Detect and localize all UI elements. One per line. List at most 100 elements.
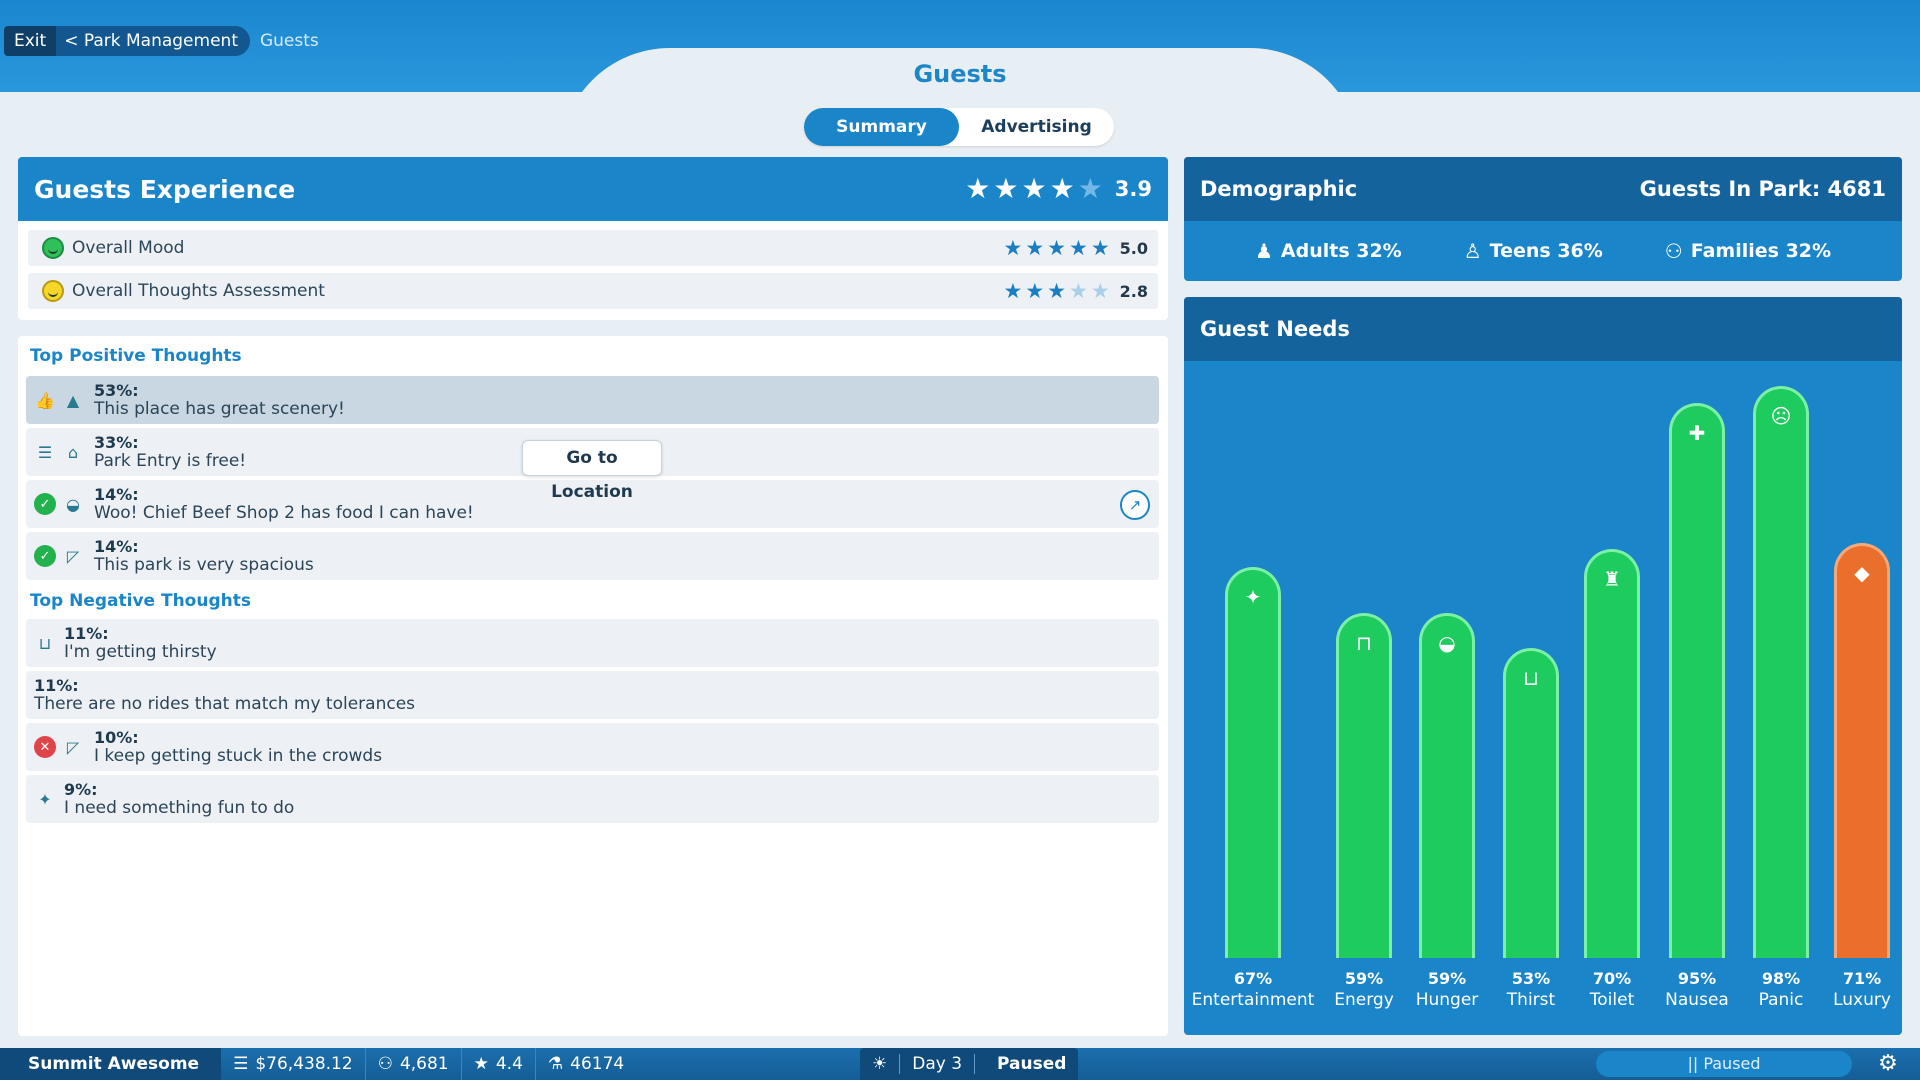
green-smile-face-icon [42,237,64,259]
negative-thought-item[interactable]: ⊔ 11%: I'm getting thirsty [26,619,1159,667]
adult-icon: ♟ [1254,239,1273,263]
need-bar-toilet[interactable]: ♜ [1584,549,1640,958]
thought-percent: 14%: [94,537,139,556]
research-display[interactable]: ⚗ 46174 [536,1048,636,1080]
thought-percent: 10%: [94,728,139,747]
thought-percent: 11%: [64,624,109,643]
park-name[interactable]: Summit Awesome [0,1048,222,1080]
park-rating-display[interactable]: ★ 4.4 [462,1048,536,1080]
top-negative-thoughts-title: Top Negative Thoughts [30,591,251,611]
thought-text: Park Entry is free! [94,451,247,471]
sun-icon: ☀ [872,1054,888,1074]
bench-icon: ⊓ [1356,631,1372,655]
coins-icon: ☰ [233,1054,249,1074]
demographic-families: ⚇ Families 32% [1665,239,1831,263]
guests-experience-title: Guests Experience [34,174,296,204]
experience-rating-value: 3.9 [1114,177,1152,201]
star-icon: ★ [1069,278,1088,303]
need-label-toilet: Toilet [1589,990,1635,1010]
star-icon: ★ [1021,172,1047,205]
need-percent-nausea: 95% [1677,969,1717,988]
need-bar-energy[interactable]: ⊓ [1336,613,1392,958]
thumbs-up-icon: 👍 [35,390,55,410]
guests-experience-header: Guests Experience ★ ★ ★ ★ ★ 3.9 [18,157,1168,221]
star-icon: ★ [1090,235,1110,260]
thought-text: There are no rides that match my toleran… [34,694,416,714]
check-icon: ✓ [34,545,56,567]
need-bar-nausea[interactable]: ✚ [1669,403,1725,958]
tab-advertising[interactable]: Advertising [981,117,1092,137]
go-to-location-button[interactable]: Go to Location [522,440,662,502]
need-percent-panic: 98% [1761,969,1801,988]
thought-percent: 53%: [94,381,139,400]
star-icon: ★ [1047,235,1066,260]
need-bar-thirst[interactable]: ⊔ [1503,648,1559,958]
need-bar-hunger[interactable]: ◒ [1419,613,1475,958]
cup-icon: ⊔ [38,633,52,653]
toilet-icon: ♜ [1603,567,1621,591]
star-icon: ★ [1025,278,1045,303]
overall-mood-rating: 5.0 [1119,238,1148,258]
positive-thought-item[interactable]: ✓ ◸ 14%: This park is very spacious [26,532,1159,580]
star-icon: ★ [1047,278,1066,303]
guest-needs-bars: ✦ 67% Entertainment ⊓ 59% Energy ◒ 59% Hunger ⊔ 53… [1184,361,1902,1035]
status-bar: Summit Awesome ☰ $76,438.12 ⚇ 4,681 ★ 4.… [0,1048,1920,1080]
star-icon: ★ [1090,278,1110,303]
gear-icon[interactable]: ⚙ [1878,1051,1898,1076]
thought-percent: 33%: [94,433,139,452]
guest-count-value: 4,681 [399,1054,449,1074]
need-bar-entertainment[interactable]: ✦ [1225,567,1281,958]
flask-icon: ⚗ [547,1054,564,1074]
need-bar-panic[interactable]: ☹ [1753,386,1809,958]
external-link-icon[interactable]: ↗ [1120,490,1150,520]
negative-thought-item[interactable]: ✦ 9%: I need something fun to do [26,775,1159,823]
exit-button[interactable]: Exit [4,26,57,56]
thoughts-panel: Top Positive Thoughts 👍 ▲ 53%: This plac… [18,336,1168,1036]
overall-thoughts-rating: 2.8 [1119,281,1148,301]
need-percent-energy: 59% [1344,969,1384,988]
star-icon: ★ [1077,172,1103,205]
positive-thought-item[interactable]: ✓ ◒ 14%: Woo! Chief Beef Shop 2 has food… [26,480,1159,528]
need-percent-hunger: 59% [1427,969,1467,988]
party-icon: ✦ [38,789,52,809]
time-display: ☀ Day 3 Paused [860,1048,1079,1080]
positive-thought-item[interactable]: 👍 ▲ 53%: This place has great scenery! [26,376,1159,424]
pause-button[interactable]: || Paused [1596,1051,1852,1077]
tab-bar: Summary Advertising [804,108,1114,146]
thought-percent: 11%: [34,676,79,695]
research-value: 46174 [570,1054,625,1074]
negative-thought-item[interactable]: ✕ ◸ 10%: I keep getting stuck in the cro… [26,723,1159,771]
star-icon: ★ [993,172,1019,205]
tab-summary[interactable]: Summary [804,108,959,146]
negative-thought-item[interactable]: 11%: There are no rides that match my to… [26,671,1159,719]
park-management-link[interactable]: < Park Management [56,26,250,56]
thought-percent: 9%: [64,780,98,799]
page-title: Guests [913,60,1007,88]
adults-label: Adults 32% [1280,240,1402,262]
demographic-groups: ♟ Adults 32% ♙ Teens 36% ⚇ Families 32% [1184,221,1902,281]
thought-percent: 14%: [94,485,139,504]
star-icon: ★ [1003,278,1023,303]
money-value: $76,438.12 [255,1054,353,1074]
demographic-adults: ♟ Adults 32% [1255,239,1402,263]
need-label-thirst: Thirst [1506,990,1556,1010]
guest-count-display[interactable]: ⚇ 4,681 [366,1048,462,1080]
breadcrumb-current: Guests [259,31,319,51]
need-percent-entertainment: 67% [1233,969,1273,988]
teens-label: Teens 36% [1489,240,1603,262]
yellow-smile-face-icon [42,280,64,302]
demographic-header: Demographic Guests In Park: 4681 [1184,157,1902,221]
need-bar-luxury[interactable]: ◆ [1834,543,1890,958]
breadcrumb: Exit < Park Management Guests [4,26,329,56]
demographic-title: Demographic [1200,177,1358,201]
overall-thoughts-row: Overall Thoughts Assessment ★ ★ ★ ★ ★ 2.… [28,273,1158,309]
party-popper-icon: ✦ [1244,585,1262,609]
need-label-nausea: Nausea [1665,990,1729,1010]
need-label-hunger: Hunger [1415,990,1479,1010]
cup-icon: ⊔ [1523,666,1539,690]
need-label-energy: Energy [1334,990,1394,1010]
demographic-teens: ♙ Teens 36% [1464,239,1603,263]
thought-text: I keep getting stuck in the crowds [94,746,383,766]
thought-text: I'm getting thirsty [64,642,217,662]
money-display[interactable]: ☰ $76,438.12 [221,1048,366,1080]
